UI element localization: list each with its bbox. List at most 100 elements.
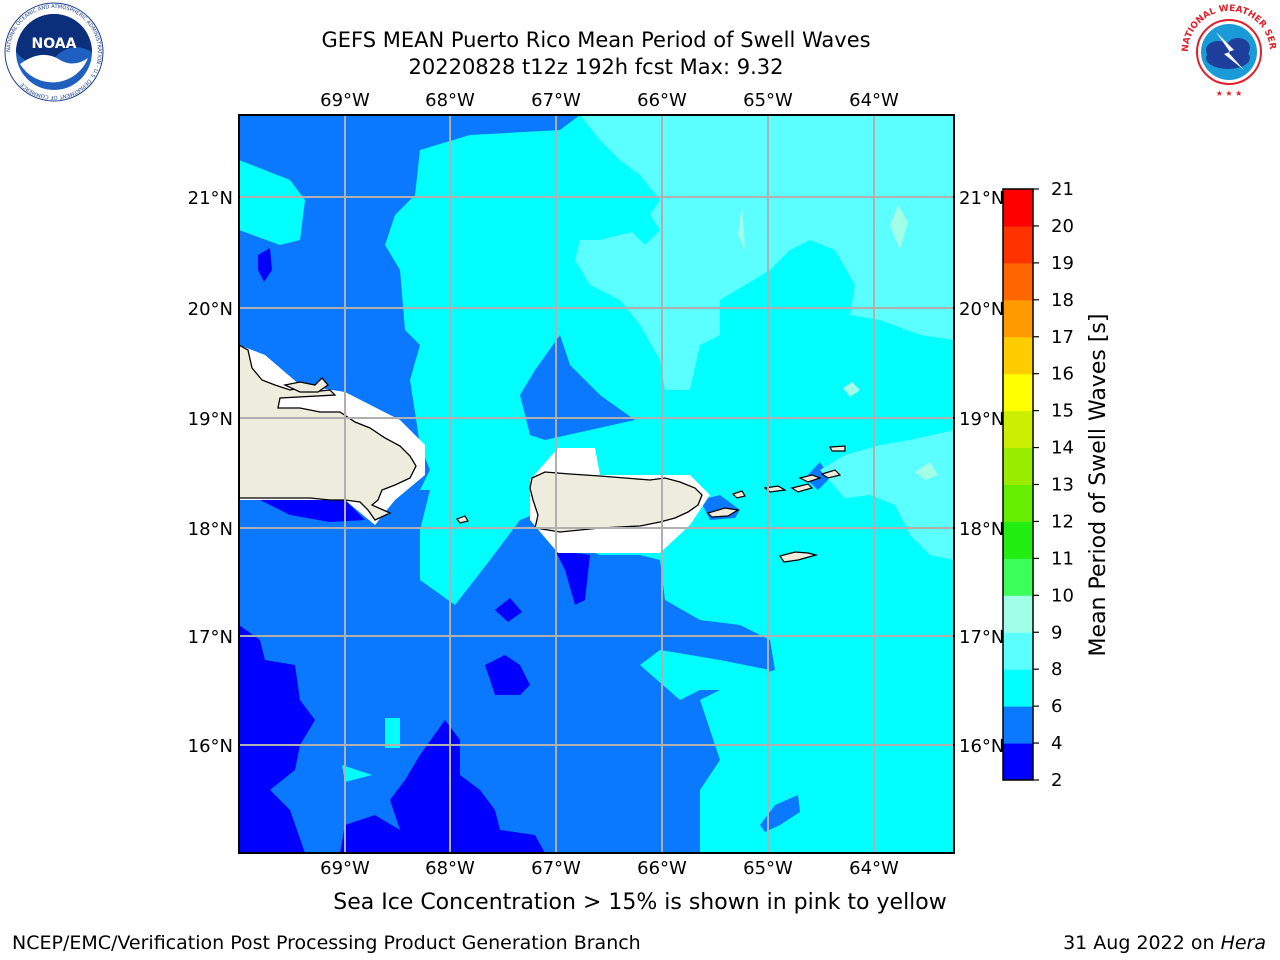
colorbar-segment — [1003, 189, 1033, 227]
lat-labels-right: 21°N 20°N 19°N 18°N 17°N 16°N — [959, 188, 1004, 757]
lon-label-bottom: 69°W — [320, 858, 370, 879]
lon-labels-bottom: 69°W 68°W 67°W 66°W 65°W 64°W — [320, 858, 899, 879]
colorbar-label: Mean Period of Swell Waves [s] — [1086, 314, 1111, 657]
colorbar-tick-label: 17 — [1051, 327, 1074, 348]
svg-text:★ ★ ★: ★ ★ ★ — [1216, 89, 1243, 98]
lon-label-top: 68°W — [425, 90, 475, 111]
credit-branch: NCEP/EMC/Verification Post Processing Pr… — [12, 932, 641, 954]
contour-2-4-south — [340, 720, 545, 853]
lat-label-left: 21°N — [188, 188, 233, 209]
lon-label-bottom: 65°W — [743, 858, 793, 879]
contour-2-4-patch3 — [555, 550, 590, 605]
chart-title: GEFS MEAN Puerto Rico Mean Period of Swe… — [321, 28, 871, 52]
contour-8-9-northeast — [575, 115, 954, 390]
lat-label-right: 20°N — [959, 299, 1004, 320]
lon-label-top: 66°W — [637, 90, 687, 111]
lat-labels-left: 21°N 20°N 19°N 18°N 17°N 16°N — [188, 188, 233, 757]
colorbar-tick-label: 20 — [1051, 216, 1074, 237]
credit-date: 31 Aug 2022 on Hera — [1063, 932, 1266, 954]
lat-label-left: 16°N — [188, 736, 233, 757]
credit-machine: Hera — [1220, 932, 1266, 954]
colorbar-segment — [1003, 743, 1033, 781]
contour-6-8-north-patch — [630, 215, 660, 245]
contour-fill — [239, 115, 954, 853]
lat-label-left: 18°N — [188, 519, 233, 540]
colorbar-tick-label: 9 — [1051, 622, 1062, 643]
lon-label-bottom: 66°W — [637, 858, 687, 879]
colorbar-tick-label: 14 — [1051, 438, 1074, 459]
contour-4-6-north-central — [520, 335, 635, 440]
colorbar-segment — [1003, 225, 1033, 264]
credit-date-text: 31 Aug 2022 on — [1063, 932, 1221, 954]
colorbar-segment — [1003, 373, 1033, 412]
contour-2-4-patch1 — [485, 655, 530, 695]
lon-label-top: 67°W — [531, 90, 581, 111]
land-hispaniola-north — [282, 377, 329, 393]
land-virgin-gorda — [820, 469, 842, 479]
land-st-croix — [779, 551, 819, 563]
nws-logo: NATIONAL WEATHER SERVICE ★ ★ ★ — [1178, 2, 1277, 100]
lat-label-right: 16°N — [959, 736, 1004, 757]
lat-label-left: 20°N — [188, 299, 233, 320]
contour-2-4-patch5 — [260, 500, 365, 522]
noaa-logo-text: NOAA — [32, 36, 77, 52]
land-anegada — [829, 445, 846, 452]
contour-6-8-south-patch2 — [385, 718, 400, 748]
contour-9-10-patch1 — [890, 205, 908, 250]
colorbar-tick-label: 19 — [1051, 253, 1074, 274]
colorbar-tick-label: 15 — [1051, 401, 1074, 422]
land-culebra — [731, 490, 746, 499]
colorbar-segment — [1003, 484, 1033, 522]
colorbar-segment — [1003, 336, 1033, 375]
land-vieques — [706, 507, 740, 518]
contour-2-4-patch2 — [495, 598, 522, 622]
colorbar-segment — [1003, 410, 1033, 449]
colorbar-tick-label: 11 — [1051, 548, 1074, 569]
colorbar-tick-label: 12 — [1051, 511, 1074, 532]
colorbar-segment — [1003, 447, 1033, 485]
lon-label-top: 69°W — [320, 90, 370, 111]
colorbar-segment — [1003, 262, 1033, 301]
contour-9-10-patch4 — [738, 205, 745, 250]
lat-label-left: 17°N — [188, 627, 233, 648]
lon-label-top: 65°W — [743, 90, 793, 111]
contour-6-8-south-patch3 — [342, 765, 372, 782]
lon-label-bottom: 68°W — [425, 858, 475, 879]
colorbar-tick-label: 8 — [1051, 659, 1062, 680]
colorbar: 2 4 6 8 9 10 11 12 13 14 15 16 17 18 19 20 21 — [1002, 179, 1074, 791]
land-mona-island — [456, 515, 469, 524]
lat-label-right: 17°N — [959, 627, 1004, 648]
contour-4-6-southeast — [760, 795, 800, 832]
colorbar-tick-label: 16 — [1051, 364, 1074, 385]
colorbar-tick-label: 21 — [1051, 179, 1074, 200]
contour-2-4-patch4 — [258, 248, 272, 282]
map-frame — [238, 114, 955, 854]
land-tortola — [798, 474, 822, 483]
lon-label-top: 64°W — [849, 90, 899, 111]
colorbar-tick-label: 18 — [1051, 290, 1074, 311]
colorbar-segment — [1003, 706, 1033, 744]
colorbar-tick-label: 13 — [1051, 475, 1074, 496]
contour-9-10-patch3 — [915, 462, 938, 480]
colorbar-tick-label: 2 — [1051, 770, 1062, 791]
colorbar-tick-label: 6 — [1051, 696, 1062, 717]
land-st-john — [790, 483, 814, 493]
contour-9-10-patch2 — [843, 382, 860, 397]
sea-ice-note: Sea Ice Concentration > 15% is shown in … — [333, 890, 947, 915]
contour-2-4-southwest — [239, 625, 315, 853]
colorbar-segment — [1003, 558, 1033, 596]
lat-label-right: 21°N — [959, 188, 1004, 209]
contour-6-8-south-patch1 — [640, 650, 770, 700]
colorbar-segment — [1003, 521, 1033, 559]
colorbar-segment — [1003, 595, 1033, 633]
lat-label-right: 18°N — [959, 519, 1004, 540]
noaa-logo: NATIONAL OCEANIC AND ATMOSPHERIC ADMINIS… — [4, 2, 104, 102]
lon-label-bottom: 64°W — [849, 858, 899, 879]
colorbar-segment — [1003, 299, 1033, 338]
colorbar-tick-label: 4 — [1051, 733, 1062, 754]
colorbar-segment — [1003, 632, 1033, 670]
lat-label-right: 19°N — [959, 409, 1004, 430]
colorbar-segment — [1003, 669, 1033, 707]
chart-subtitle: 20220828 t12z 192h fcst Max: 9.32 — [408, 55, 784, 79]
